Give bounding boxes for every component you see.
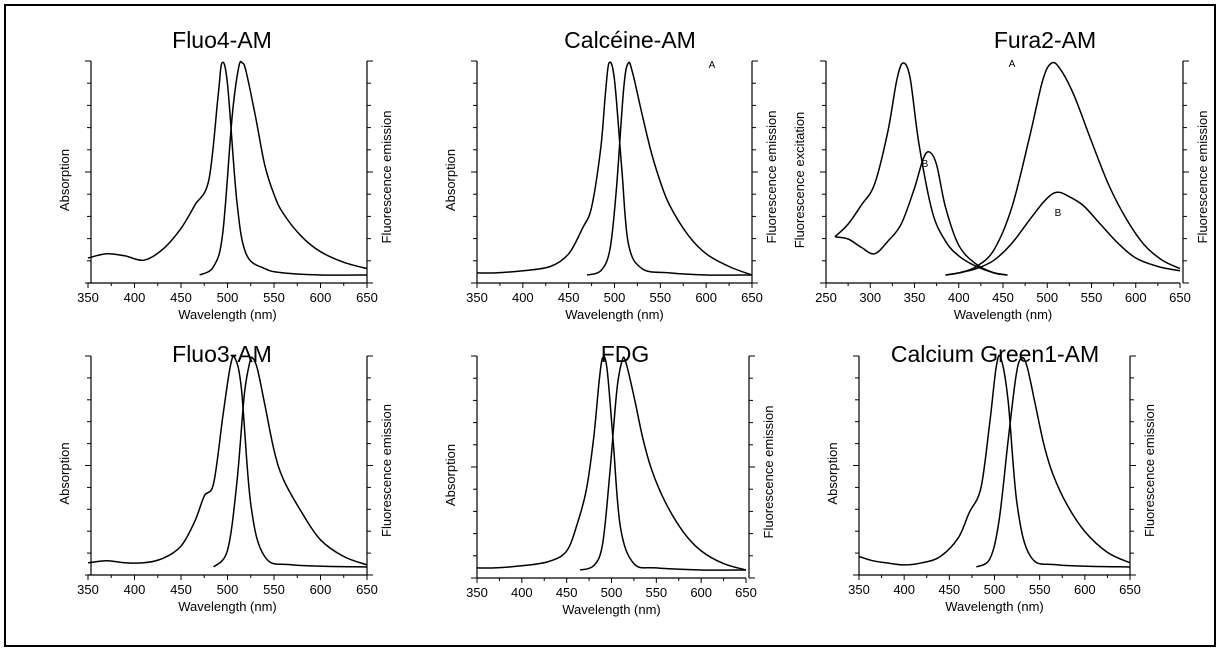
right-y-axis-label: Fluorescence emission xyxy=(1142,404,1157,537)
x-tick-label: 450 xyxy=(558,290,580,305)
x-tick-label: 400 xyxy=(124,582,146,597)
curve-label: A xyxy=(1009,59,1016,70)
left-y-axis-label: Absorption xyxy=(443,149,458,211)
series-line xyxy=(213,356,368,568)
left-y-axis-label: Absorption xyxy=(57,149,72,211)
x-tick-label: 400 xyxy=(124,290,146,305)
x-axis-label: Wavelength (nm) xyxy=(954,307,1053,322)
series-line xyxy=(476,61,753,276)
x-tick-label: 550 xyxy=(1081,290,1103,305)
series-line xyxy=(945,61,1181,276)
series-line xyxy=(579,356,747,571)
curve-label: B xyxy=(1055,208,1062,219)
x-tick-label: 400 xyxy=(893,582,915,597)
x-tick-label: 250 xyxy=(815,290,837,305)
x-tick-label: 550 xyxy=(645,585,667,600)
x-tick-label: 600 xyxy=(1074,582,1096,597)
left-y-axis-label: Absorption xyxy=(825,442,840,504)
series-line xyxy=(976,356,1131,568)
figure-frame: Fluo4-AM 350 400 450 500 550 600 650 Wavelength … xyxy=(4,4,1216,647)
x-axis-label: Wavelength (nm) xyxy=(178,307,277,322)
series-line xyxy=(858,354,1131,568)
right-y-axis-label: Fluorescence emission xyxy=(761,406,776,539)
x-tick-label: 600 xyxy=(310,582,332,597)
x-tick-label: 450 xyxy=(938,582,960,597)
spectra-figure: Fluo4-AM 350 400 450 500 550 600 650 Wavelength … xyxy=(57,27,1210,617)
x-tick-label: 600 xyxy=(690,585,712,600)
x-tick-label: 550 xyxy=(263,582,285,597)
x-tick-label: 500 xyxy=(604,290,626,305)
x-tick-label: 450 xyxy=(992,290,1014,305)
left-y-axis-label: Absorption xyxy=(443,444,458,506)
x-tick-label: 500 xyxy=(217,290,239,305)
x-tick-label: 450 xyxy=(170,290,192,305)
x-axis-label: Wavelength (nm) xyxy=(565,307,664,322)
x-tick-label: 450 xyxy=(170,582,192,597)
x-tick-label: 650 xyxy=(1169,290,1191,305)
series-line xyxy=(476,355,747,571)
x-tick-label: 600 xyxy=(310,290,332,305)
series-line xyxy=(586,61,753,276)
chart-title: Fura2-AM xyxy=(994,27,1096,53)
series-line xyxy=(87,355,368,568)
x-tick-label: 400 xyxy=(948,290,970,305)
x-tick-label: 500 xyxy=(984,582,1006,597)
x-tick-label: 400 xyxy=(511,585,533,600)
x-tick-label: 650 xyxy=(741,290,763,305)
chart-panel: Calcium Green1-AM 350 400 450 500 550 600 650 Wa… xyxy=(825,341,1157,614)
chart-panel: Fluo4-AM 350 400 450 500 550 600 650 Wavelength … xyxy=(57,27,394,322)
x-axis-label: Wavelength (nm) xyxy=(178,599,277,614)
right-y-axis-label: Fluorescence emission xyxy=(379,404,394,537)
right-y-axis-label: Fluorescence emission xyxy=(764,111,779,244)
left-y-axis-label: Absorption xyxy=(57,442,72,504)
x-tick-label: 650 xyxy=(735,585,757,600)
x-axis-label: Wavelength (nm) xyxy=(945,599,1044,614)
x-tick-label: 550 xyxy=(1029,582,1051,597)
series-line xyxy=(199,60,368,276)
chart-title: Fluo4-AM xyxy=(172,27,272,53)
chart-panel: Calcéine-AM 350 400 450 500 550 600 650 Waveleng… xyxy=(443,27,779,322)
series-line xyxy=(87,61,368,276)
chart-panel: Fluo3-AM 350 400 450 500 550 600 650 Wavelength … xyxy=(57,341,394,614)
right-y-axis-label: Fluorescence emission xyxy=(379,111,394,244)
x-axis-label: Wavelength (nm) xyxy=(562,602,661,617)
x-tick-label: 500 xyxy=(217,582,239,597)
x-tick-label: 500 xyxy=(1036,290,1058,305)
x-tick-label: 550 xyxy=(649,290,671,305)
x-tick-label: 350 xyxy=(466,585,488,600)
chart-panel: FDG 350 400 450 500 550 600 650 Wavelength (nm) A… xyxy=(443,341,776,617)
series-line xyxy=(834,62,1008,276)
right-y-axis-label: Fluorescence emission xyxy=(1195,111,1210,244)
chart-title: Fluo3-AM xyxy=(172,341,272,367)
chart-title: FDG xyxy=(601,341,650,367)
chart-title: Calcéine-AM xyxy=(564,27,696,53)
curve-label: A xyxy=(709,60,716,71)
x-tick-label: 350 xyxy=(77,582,99,597)
x-tick-label: 600 xyxy=(1125,290,1147,305)
x-tick-label: 500 xyxy=(601,585,623,600)
x-tick-label: 400 xyxy=(512,290,534,305)
x-tick-label: 650 xyxy=(356,290,378,305)
left-y-axis-label: Fluorescence excitation xyxy=(792,112,807,249)
chart-title: Calcium Green1-AM xyxy=(891,341,1099,367)
curve-label: B xyxy=(922,159,929,170)
x-tick-label: 600 xyxy=(695,290,717,305)
x-tick-label: 550 xyxy=(263,290,285,305)
x-tick-label: 650 xyxy=(1119,582,1141,597)
x-tick-label: 350 xyxy=(77,290,99,305)
x-tick-label: 300 xyxy=(859,290,881,305)
x-tick-label: 350 xyxy=(904,290,926,305)
x-tick-label: 450 xyxy=(556,585,578,600)
chart-panel: Fura2-AM 250 300 350 400 450 500 550 600 650 Wavel… xyxy=(709,27,1210,322)
x-tick-label: 350 xyxy=(848,582,870,597)
series-line xyxy=(945,191,1181,276)
x-tick-label: 650 xyxy=(356,582,378,597)
x-tick-label: 350 xyxy=(466,290,488,305)
series-line xyxy=(834,150,1008,276)
